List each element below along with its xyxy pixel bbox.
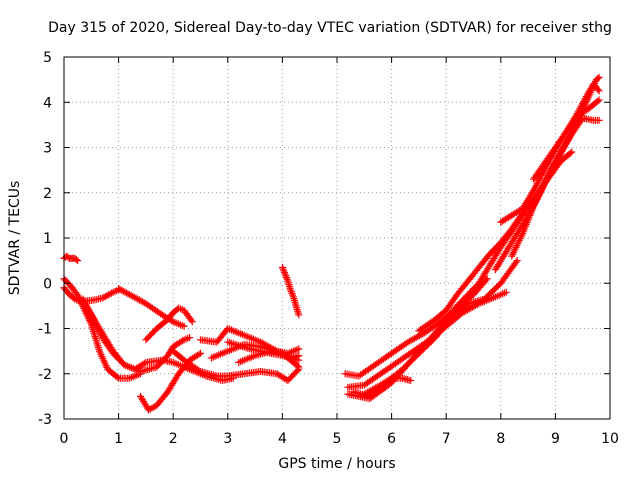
- data-point: [118, 286, 126, 294]
- data-point: [566, 149, 574, 157]
- data-point: [594, 86, 602, 94]
- data-point: [195, 350, 203, 358]
- data-point: [407, 377, 415, 385]
- x-tick-label: 2: [169, 431, 178, 447]
- series-track-w: [508, 73, 603, 260]
- data-point: [295, 363, 303, 371]
- data-point: [293, 362, 301, 370]
- data-point: [115, 285, 123, 293]
- y-tick-label: 4: [43, 95, 52, 111]
- x-tick-label: 8: [496, 431, 505, 447]
- data-point: [180, 322, 188, 330]
- series-track-v: [491, 114, 603, 274]
- x-tick-label: 9: [551, 431, 560, 447]
- data-point: [295, 345, 303, 353]
- chart-marks: [60, 73, 603, 414]
- data-point: [595, 73, 603, 81]
- data-point: [106, 290, 114, 298]
- y-tick-label: -3: [38, 412, 52, 428]
- data-point: [72, 255, 80, 263]
- chart-title: Day 315 of 2020, Sidereal Day-to-day VTE…: [48, 20, 612, 36]
- data-point: [121, 288, 129, 296]
- data-point: [101, 293, 109, 301]
- x-tick-label: 1: [114, 431, 123, 447]
- x-tick-label: 3: [223, 431, 232, 447]
- data-point: [295, 311, 303, 319]
- y-axis-label: SDTVAR / TECUs: [7, 180, 23, 296]
- data-point: [595, 116, 603, 124]
- y-tick-label: 5: [43, 50, 52, 66]
- data-point: [89, 314, 97, 322]
- data-point: [136, 370, 144, 378]
- data-point: [595, 87, 603, 95]
- series-track-n: [278, 263, 303, 319]
- x-tick-label: 7: [442, 431, 451, 447]
- data-point: [103, 292, 111, 300]
- series-track-m: [224, 338, 303, 364]
- chart-grid: [64, 57, 610, 419]
- x-tick-label: 5: [333, 431, 342, 447]
- data-point: [513, 257, 521, 265]
- data-point: [188, 318, 196, 326]
- data-point: [108, 289, 116, 297]
- data-point: [595, 96, 603, 104]
- x-tick-label: 4: [278, 431, 287, 447]
- data-point: [119, 287, 127, 295]
- x-tick-label: 6: [387, 431, 396, 447]
- data-point: [281, 270, 289, 278]
- data-point: [572, 120, 580, 128]
- y-tick-label: -1: [38, 322, 52, 338]
- data-point: [122, 289, 130, 297]
- data-point: [295, 356, 303, 364]
- data-point: [279, 265, 287, 273]
- data-point: [100, 293, 108, 301]
- series-track-i: [169, 347, 303, 385]
- data-point: [197, 349, 204, 357]
- series-track-t: [415, 209, 527, 335]
- data-point: [287, 288, 295, 296]
- data-point: [287, 286, 295, 294]
- data-point: [74, 257, 82, 265]
- data-point: [280, 269, 288, 277]
- data-point: [512, 258, 520, 266]
- y-tick-label: 3: [43, 141, 52, 157]
- series-track-h: [142, 304, 196, 344]
- x-tick-label: 0: [60, 431, 69, 447]
- data-point: [280, 267, 288, 275]
- series-track-o: [341, 275, 491, 380]
- y-tick-label: 1: [43, 231, 52, 247]
- data-point: [98, 294, 106, 302]
- data-point: [278, 263, 286, 271]
- data-point: [187, 316, 195, 324]
- axis-ticks: [63, 56, 611, 420]
- series-track-e: [79, 295, 237, 385]
- series-track-x: [530, 80, 603, 183]
- data-point: [282, 274, 290, 282]
- data-point: [104, 291, 112, 299]
- x-axis-label: GPS time / hours: [278, 456, 396, 472]
- data-point: [502, 288, 510, 296]
- data-point: [568, 148, 576, 156]
- data-point: [186, 334, 194, 342]
- data-point: [113, 373, 121, 381]
- series-track-g: [136, 349, 204, 414]
- data-point: [195, 366, 203, 374]
- data-point: [116, 286, 124, 294]
- data-point: [283, 275, 291, 283]
- axis-tick-labels: 0 1 2 3 4 5 6 7 8 9 10 -3 -2 -1 0 1 2 3 4 5: [38, 50, 619, 447]
- y-tick-label: 0: [43, 276, 52, 292]
- data-point: [140, 359, 148, 367]
- x-tick-label: 10: [601, 431, 619, 447]
- y-tick-label: -2: [38, 367, 52, 383]
- data-point: [282, 272, 290, 280]
- data-point: [594, 97, 602, 105]
- data-point: [289, 291, 297, 299]
- data-point: [288, 289, 296, 297]
- data-point: [179, 337, 187, 345]
- data-point: [594, 74, 602, 82]
- y-tick-label: 2: [43, 186, 52, 202]
